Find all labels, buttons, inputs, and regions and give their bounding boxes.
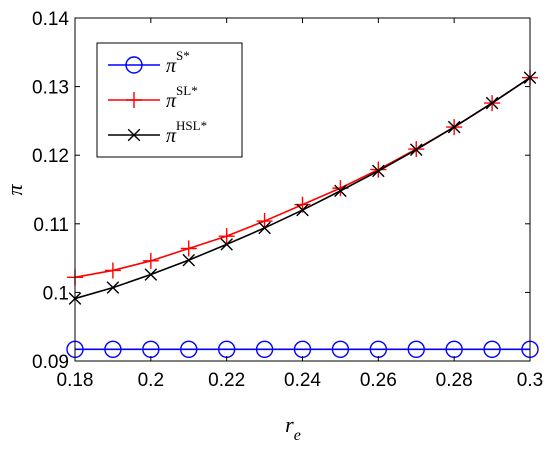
data-point <box>334 184 347 198</box>
x-tick-label: 0.26 <box>360 370 397 391</box>
y-tick-label: 0.11 <box>33 215 69 236</box>
data-point <box>372 164 385 178</box>
data-point <box>296 203 309 217</box>
y-tick-label: 0.13 <box>32 78 69 99</box>
legend-label: πS* <box>166 48 190 77</box>
y-tick-label: 0.09 <box>32 352 69 373</box>
data-point <box>106 281 120 294</box>
data-point <box>255 340 274 359</box>
x-axis-label: re <box>285 412 301 444</box>
y-axis-label: π <box>2 184 27 196</box>
x-tick-label: 0.2 <box>138 370 164 391</box>
x-tick-label: 0.28 <box>436 370 473 391</box>
legend-label: πSL* <box>166 83 198 112</box>
legend: πS* πSL* πHSL* <box>96 42 243 158</box>
data-point <box>104 340 122 359</box>
data-point <box>104 262 121 279</box>
y-tick-label: 0.14 <box>32 9 69 30</box>
data-point <box>180 240 197 257</box>
axes: 0.18 0.2 0.22 0.24 0.26 0.28 0.3 0.09 0.1 0.11 0.1… <box>32 9 543 391</box>
data-point <box>256 213 273 230</box>
x-axis-label-subscript: e <box>294 427 301 444</box>
data-point <box>180 340 198 359</box>
legend-item: πHSL* <box>108 118 207 147</box>
data-point <box>370 161 387 178</box>
y-tick-label: 0.1 <box>43 283 69 304</box>
legend-item: πS* <box>108 48 190 77</box>
legend-superscript: S* <box>176 48 190 63</box>
legend-superscript: SL* <box>176 83 198 98</box>
data-point <box>144 268 158 281</box>
data-point <box>142 252 159 269</box>
legend-marker <box>126 92 142 108</box>
legend-item: πSL* <box>108 83 198 112</box>
data-point <box>218 228 235 245</box>
data-point <box>483 340 501 359</box>
x-tick-label: 0.18 <box>57 370 94 391</box>
data-point <box>331 340 350 359</box>
data-point <box>485 96 499 110</box>
data-point <box>258 221 271 235</box>
data-point <box>220 238 233 251</box>
legend-marker <box>125 56 143 74</box>
data-point <box>409 143 423 157</box>
series-s <box>66 340 539 359</box>
x-tick-label: 0.3 <box>517 370 543 391</box>
x-tick-label: 0.24 <box>284 370 321 391</box>
data-point <box>407 340 425 359</box>
y-tick-label: 0.12 <box>32 146 69 167</box>
data-point <box>447 120 461 134</box>
legend-marker <box>127 128 141 142</box>
x-tick-label: 0.22 <box>208 370 245 391</box>
legend-superscript: HSL* <box>176 118 207 133</box>
data-point <box>182 253 196 267</box>
legend-label: πHSL* <box>166 118 207 147</box>
plot-area <box>66 69 539 359</box>
